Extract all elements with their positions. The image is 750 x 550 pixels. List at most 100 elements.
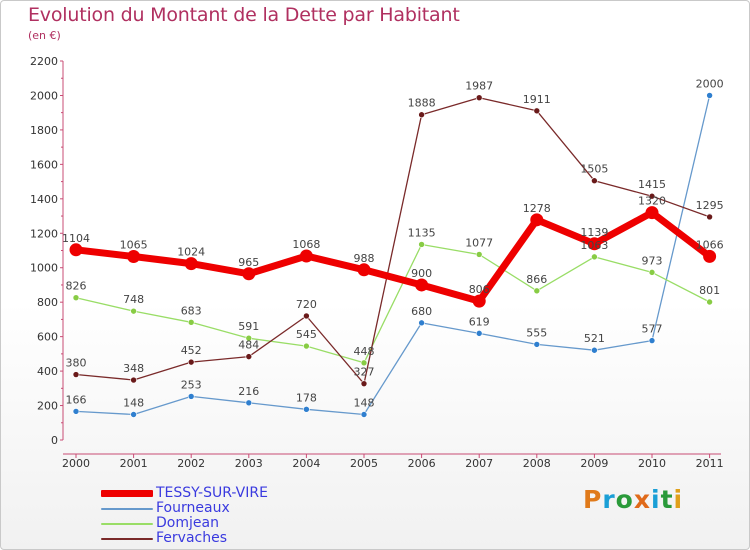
data-point (591, 177, 598, 185)
data-point (418, 319, 425, 327)
data-point (130, 411, 137, 418)
legend: TESSY-SUR-VIRE Fourneaux Domjean Fervaches (101, 485, 321, 546)
y-tick-label: 2000 (30, 89, 58, 102)
data-label: 1063 (580, 239, 608, 252)
x-tick-label: 2005 (350, 457, 378, 470)
chart-title: Evolution du Montant de la Dette par Hab… (28, 4, 460, 26)
data-point (299, 249, 313, 263)
legend-swatch (101, 508, 153, 510)
data-point (69, 243, 83, 257)
data-label: 619 (469, 315, 490, 328)
data-label: 348 (123, 362, 144, 375)
x-tick-label: 2007 (465, 457, 493, 470)
data-point (242, 267, 256, 281)
legend-label: Fervaches (156, 530, 227, 546)
legend-swatch (101, 538, 153, 540)
data-point (418, 241, 425, 248)
data-point (530, 213, 544, 227)
data-point (648, 269, 656, 276)
data-point (303, 312, 310, 320)
y-tick-label: 0 (51, 434, 58, 447)
data-label: 545 (296, 328, 317, 341)
data-label: 1135 (408, 226, 436, 239)
data-label: 591 (238, 320, 259, 333)
data-point (706, 298, 713, 306)
series-line-fervaches (75, 97, 710, 385)
data-label: 866 (526, 273, 547, 286)
data-point (472, 294, 486, 308)
x-tick-label: 2002 (177, 457, 205, 470)
legend-item: Fervaches (101, 530, 321, 546)
data-label: 448 (354, 345, 375, 358)
y-tick-label: 400 (37, 365, 58, 378)
data-label: 1320 (638, 195, 666, 208)
data-point (130, 376, 137, 384)
data-label: 1295 (696, 199, 724, 212)
data-point (245, 353, 253, 360)
legend-item: TESSY-SUR-VIRE (101, 485, 321, 501)
data-label: 1104 (62, 232, 90, 245)
legend-swatch (101, 523, 153, 525)
y-tick-label: 600 (37, 331, 58, 344)
data-label: 148 (354, 397, 375, 410)
data-label: 2000 (696, 77, 724, 90)
data-point (245, 334, 253, 342)
data-point (303, 406, 310, 413)
logo-letter: o (615, 485, 634, 514)
data-point (72, 408, 80, 415)
x-tick-label: 2003 (235, 457, 263, 470)
data-point (187, 393, 195, 400)
data-point (415, 278, 429, 292)
data-point (187, 319, 195, 326)
data-point (360, 359, 368, 367)
data-point (475, 330, 483, 337)
series-line-fourneaux (75, 95, 711, 416)
chart-unit: (en €) (28, 29, 61, 42)
data-point (357, 263, 371, 277)
proxiti-logo: Proxiti (583, 485, 683, 514)
logo-letter: t (660, 485, 674, 514)
legend-label: TESSY-SUR-VIRE (156, 485, 268, 501)
series-line-tessy-sur-vire (75, 209, 712, 305)
data-point (587, 237, 601, 251)
y-tick-label: 1800 (30, 124, 58, 137)
data-point (303, 342, 310, 350)
logo-letter: i (673, 485, 684, 514)
data-point (648, 192, 656, 200)
data-point (533, 341, 541, 348)
x-tick-label: 2009 (580, 457, 608, 470)
data-label: 973 (642, 254, 663, 267)
data-label: 555 (526, 326, 547, 339)
data-label: 801 (699, 284, 720, 297)
data-label: 577 (642, 323, 663, 336)
data-point (127, 250, 141, 264)
data-point (184, 257, 198, 271)
data-label: 683 (181, 304, 202, 317)
x-tick-label: 2011 (696, 457, 724, 470)
data-label: 1415 (638, 178, 666, 191)
data-label: 1065 (120, 239, 148, 252)
x-tick-label: 2006 (408, 457, 436, 470)
data-point (187, 358, 195, 366)
y-tick-label: 2200 (30, 55, 58, 68)
data-label: 680 (411, 305, 432, 318)
y-tick-label: 1000 (30, 262, 58, 275)
data-point (648, 337, 656, 344)
y-tick-label: 1200 (30, 227, 58, 240)
y-tick-label: 200 (37, 400, 58, 413)
data-label: 148 (123, 397, 144, 410)
data-point (475, 94, 483, 101)
data-label: 1505 (580, 163, 608, 176)
legend-label: Fourneaux (156, 500, 230, 516)
logo-letter: x (633, 485, 651, 514)
legend-item: Fourneaux (101, 500, 321, 516)
data-point (591, 346, 598, 354)
data-label: 452 (181, 344, 202, 357)
data-label: 988 (354, 252, 375, 265)
data-point (706, 92, 713, 99)
data-label: 1911 (523, 93, 551, 106)
data-point (418, 111, 425, 119)
data-point (533, 107, 541, 115)
